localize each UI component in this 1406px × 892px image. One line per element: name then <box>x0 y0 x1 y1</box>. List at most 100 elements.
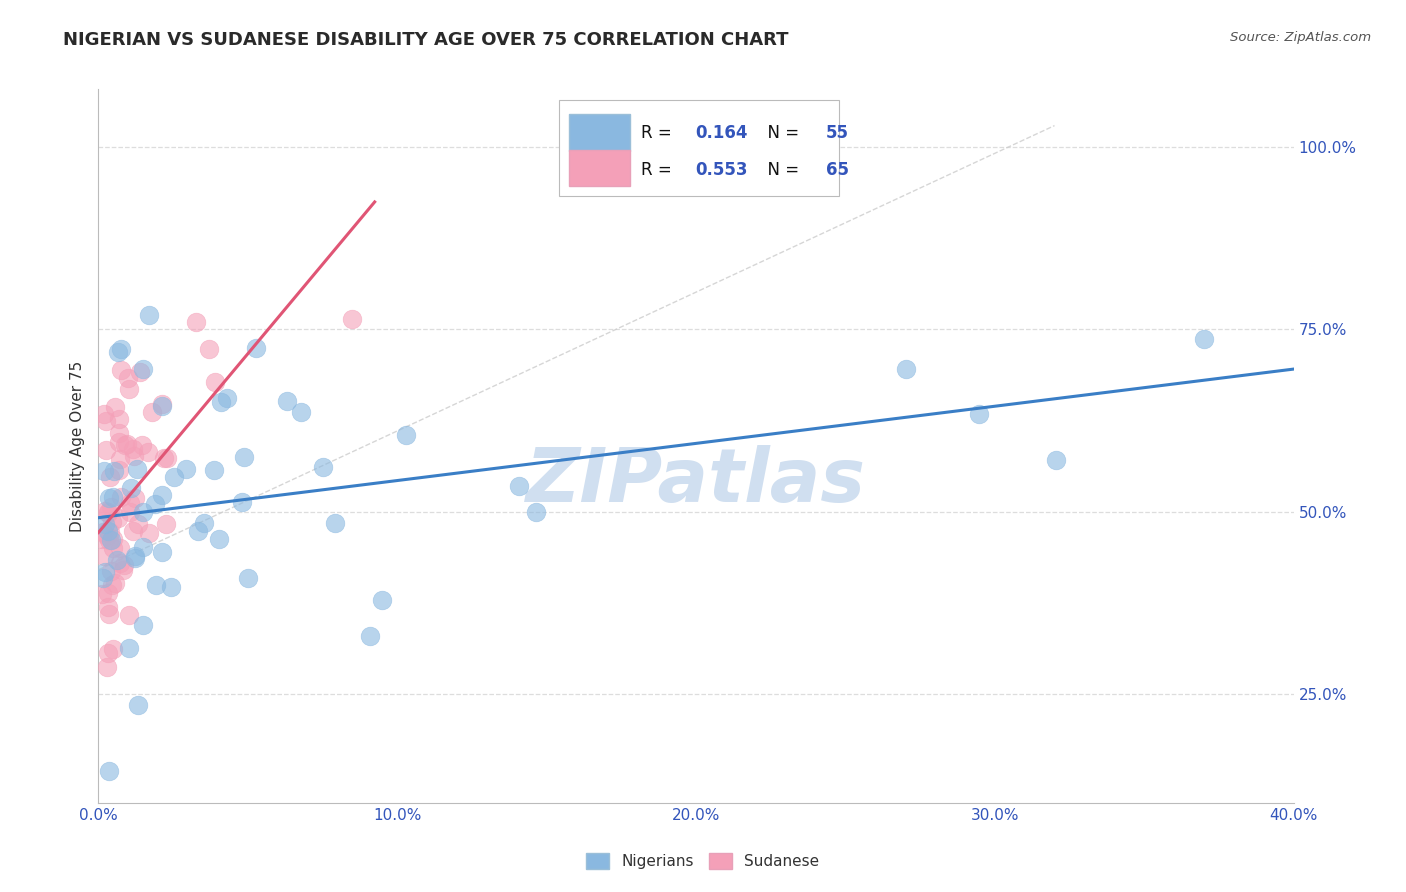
Point <box>100 565 122 579</box>
Point <box>107 511 129 525</box>
Point <box>150 397 173 411</box>
Point <box>155 451 177 466</box>
Point <box>186 315 208 329</box>
Text: 65: 65 <box>827 161 849 178</box>
Point <box>160 580 183 594</box>
Point <box>132 361 155 376</box>
Point <box>103 400 125 414</box>
Point <box>101 515 124 529</box>
Point <box>217 391 239 405</box>
Point <box>118 496 141 510</box>
Point <box>98 764 121 778</box>
Point <box>94 566 117 580</box>
Point <box>118 607 141 622</box>
Point <box>98 470 121 484</box>
Point <box>1045 453 1067 467</box>
Point <box>104 576 127 591</box>
Point <box>108 541 131 555</box>
Text: NIGERIAN VS SUDANESE DISABILITY AGE OVER 75 CORRELATION CHART: NIGERIAN VS SUDANESE DISABILITY AGE OVER… <box>63 31 789 49</box>
Y-axis label: Disability Age Over 75: Disability Age Over 75 <box>70 360 86 532</box>
Point <box>312 459 335 474</box>
Point <box>91 533 114 547</box>
Text: 0.164: 0.164 <box>695 125 747 143</box>
Text: 55: 55 <box>827 125 849 143</box>
Point <box>290 405 312 419</box>
Point <box>108 412 131 426</box>
Point <box>204 376 226 390</box>
Point <box>124 550 146 565</box>
Point <box>163 469 186 483</box>
Point <box>132 505 155 519</box>
Point <box>208 532 231 546</box>
Point <box>150 399 173 413</box>
Point <box>101 490 124 504</box>
Point <box>93 407 115 421</box>
Point <box>524 505 547 519</box>
Point <box>90 587 112 601</box>
Point <box>121 524 143 538</box>
Point <box>91 571 114 585</box>
Point <box>112 558 135 572</box>
Text: N =: N = <box>756 161 804 178</box>
Point <box>118 382 141 396</box>
Point <box>97 506 120 520</box>
Point <box>153 451 176 466</box>
Point <box>136 444 159 458</box>
Point <box>93 464 115 478</box>
Text: 0.553: 0.553 <box>695 161 747 178</box>
Point <box>108 463 131 477</box>
Point <box>150 488 173 502</box>
Point <box>96 443 118 458</box>
Point <box>894 362 917 376</box>
Point <box>103 541 125 556</box>
Point <box>101 532 124 546</box>
Point <box>233 450 256 465</box>
Point <box>138 308 160 322</box>
Point <box>108 556 131 570</box>
Point <box>101 641 124 656</box>
Point <box>107 345 129 359</box>
FancyBboxPatch shape <box>569 150 630 186</box>
Point <box>107 434 129 449</box>
Point <box>97 646 120 660</box>
Point <box>96 528 118 542</box>
Point <box>395 428 418 442</box>
Text: ZIPatlas: ZIPatlas <box>526 445 866 518</box>
Point <box>174 462 197 476</box>
FancyBboxPatch shape <box>569 114 630 151</box>
Point <box>97 600 120 615</box>
Point <box>132 618 155 632</box>
Point <box>96 660 118 674</box>
Point <box>187 524 209 539</box>
Point <box>115 436 138 450</box>
FancyBboxPatch shape <box>558 100 839 196</box>
Text: R =: R = <box>641 125 678 143</box>
Point <box>105 553 128 567</box>
Point <box>97 586 120 600</box>
Point <box>150 545 173 559</box>
Point <box>120 481 142 495</box>
Point <box>100 533 122 548</box>
Point <box>97 533 120 547</box>
Point <box>124 549 146 563</box>
Point <box>127 517 149 532</box>
Text: R =: R = <box>641 161 678 178</box>
Text: N =: N = <box>756 125 804 143</box>
Point <box>125 462 148 476</box>
Point <box>359 629 381 643</box>
Point <box>132 540 155 554</box>
Point <box>209 395 232 409</box>
Point <box>98 524 121 539</box>
Point <box>323 516 346 530</box>
Point <box>276 394 298 409</box>
Point <box>98 491 121 505</box>
Point <box>967 407 990 421</box>
Point <box>202 463 225 477</box>
Point <box>193 516 215 530</box>
Point <box>97 505 120 519</box>
Point <box>245 342 267 356</box>
Point <box>101 578 124 592</box>
Point <box>94 504 117 518</box>
Point <box>108 451 131 466</box>
Point <box>129 365 152 379</box>
